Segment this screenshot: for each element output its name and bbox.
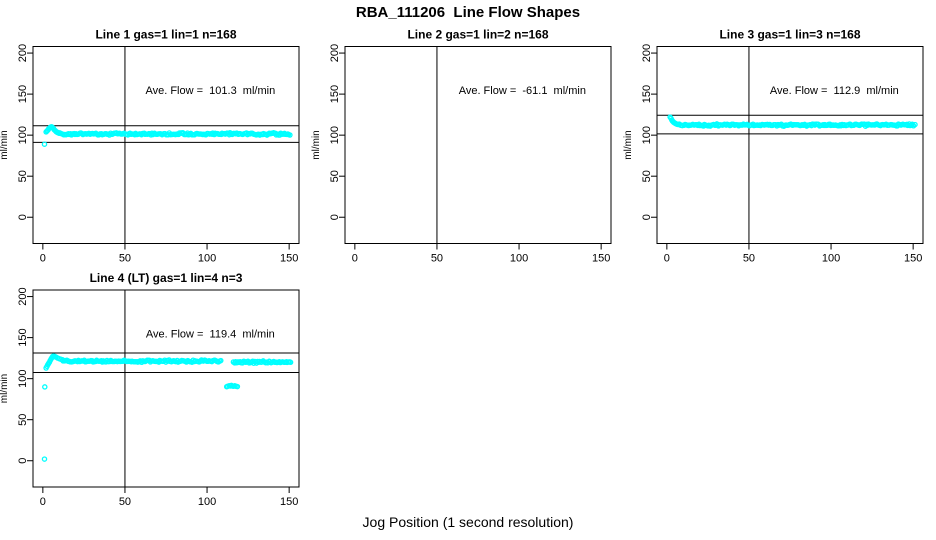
y-tick-label: 100 [17, 126, 29, 144]
y-tick-label: 100 [329, 126, 341, 144]
plot-box [344, 46, 612, 244]
y-tick-label: 200 [17, 44, 29, 62]
y-tick-label: 200 [641, 44, 653, 62]
x-axis-label: Jog Position (1 second resolution) [362, 514, 574, 530]
ave-flow-annotation: Ave. Flow = 112.9 ml/min [770, 85, 899, 97]
subplot-title: Line 2 gas=1 lin=2 n=168 [407, 28, 548, 42]
data-points [667, 114, 918, 129]
x-tick-label: 50 [743, 253, 755, 265]
data-point [234, 383, 241, 390]
plot-box [656, 46, 924, 244]
y-tick-label: 0 [641, 214, 653, 220]
y-tick-label: 100 [17, 369, 29, 387]
y-axis-title: ml/min [311, 130, 322, 159]
y-tick-label: 0 [17, 458, 29, 464]
x-tick-label: 0 [352, 253, 358, 265]
subplot-title: Line 3 gas=1 lin=3 n=168 [719, 28, 860, 42]
data-point [41, 141, 48, 147]
x-tick-label: 150 [904, 253, 922, 265]
y-axis-title: ml/min [0, 374, 10, 403]
subplot-title: Line 1 gas=1 lin=1 n=168 [95, 28, 236, 42]
y-tick-label: 50 [17, 414, 29, 426]
subplot-2: Line 2 gas=1 lin=2 n=168 0 50 100 150 0 50 100 1… [311, 28, 612, 265]
subplot-4: Line 4 (LT) gas=1 lin=4 n=3 0 50 100 150 0 50 1… [0, 271, 300, 508]
y-axis-title: ml/min [0, 130, 10, 159]
x-tick-label: 100 [198, 496, 216, 508]
data-points [41, 353, 294, 462]
x-tick-label: 150 [592, 253, 610, 265]
plot-box [32, 46, 300, 244]
y-tick-label: 150 [17, 328, 29, 346]
y-tick-label: 0 [17, 214, 29, 220]
y-tick-label: 100 [641, 126, 653, 144]
data-point [41, 456, 48, 462]
y-tick-label: 50 [329, 170, 341, 182]
y-tick-label: 200 [329, 44, 341, 62]
y-tick-label: 150 [17, 85, 29, 103]
x-tick-label: 100 [198, 253, 216, 265]
ave-flow-annotation: Ave. Flow = 101.3 ml/min [145, 85, 275, 97]
data-point [287, 132, 293, 138]
x-tick-label: 100 [822, 253, 840, 265]
y-tick-label: 50 [17, 170, 29, 182]
ave-flow-annotation: Ave. Flow = 119.4 ml/min [146, 329, 275, 341]
y-tick-label: 200 [17, 287, 29, 305]
subplot-1: Line 1 gas=1 lin=1 n=168 0 50 100 150 0 50 100 1… [0, 28, 300, 265]
y-tick-label: 150 [641, 85, 653, 103]
x-tick-label: 50 [119, 496, 131, 508]
y-axis-title: ml/min [623, 130, 634, 159]
x-tick-label: 150 [280, 253, 298, 265]
data-point [99, 359, 106, 365]
ave-flow-annotation: Ave. Flow = -61.1 ml/min [459, 85, 586, 97]
x-tick-label: 0 [40, 496, 46, 508]
x-tick-label: 50 [119, 253, 131, 265]
x-tick-label: 0 [664, 253, 670, 265]
y-tick-label: 0 [329, 214, 341, 220]
x-tick-label: 50 [431, 253, 443, 265]
subplot-3: Line 3 gas=1 lin=3 n=168 0 50 100 150 0 50 100 1… [623, 28, 924, 265]
subplot-title: Line 4 (LT) gas=1 lin=4 n=3 [90, 271, 243, 285]
data-point [218, 357, 224, 364]
data-point [912, 121, 918, 128]
plot-box [32, 289, 300, 488]
figure-title: RBA_111206 Line Flow Shapes [355, 4, 581, 21]
x-tick-label: 150 [280, 496, 298, 508]
x-tick-label: 0 [40, 253, 46, 265]
y-tick-label: 150 [329, 85, 341, 103]
y-tick-label: 50 [641, 170, 653, 182]
data-point [287, 359, 294, 366]
data-points [41, 124, 293, 147]
x-tick-label: 100 [510, 253, 528, 265]
data-point [42, 384, 48, 390]
